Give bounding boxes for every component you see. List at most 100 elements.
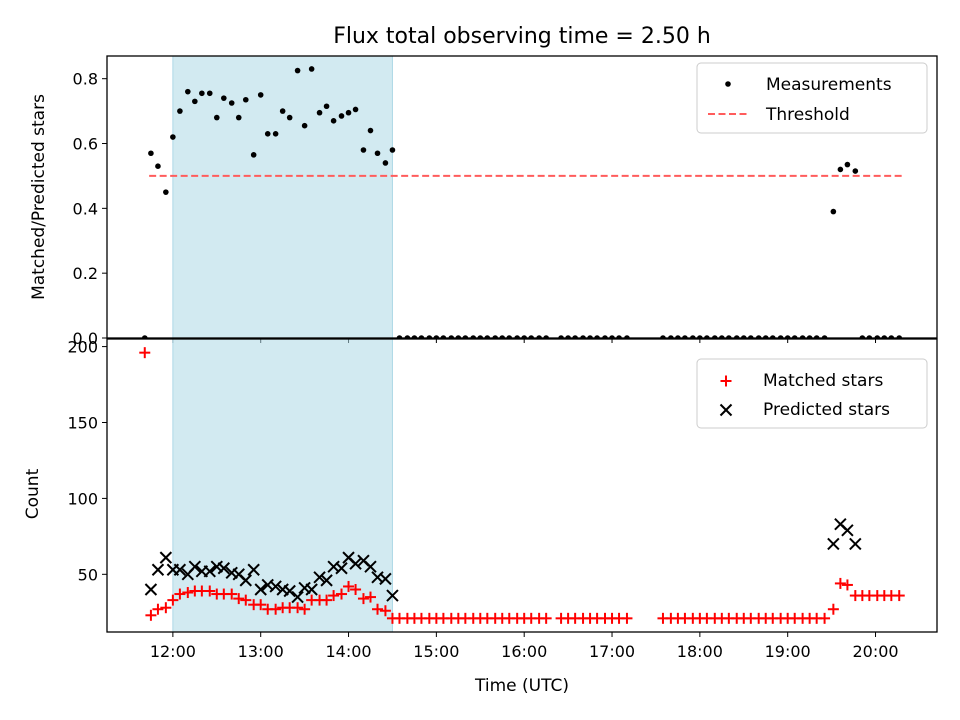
y-tick-label: 0.8 bbox=[73, 70, 98, 89]
predicted-star-point bbox=[335, 562, 348, 575]
measurement-point bbox=[668, 335, 674, 338]
count-legend-box bbox=[696, 358, 928, 429]
measurement-point bbox=[170, 134, 176, 140]
matched-star-point bbox=[540, 612, 552, 624]
measurement-point bbox=[257, 92, 264, 98]
measurement-point bbox=[813, 335, 820, 338]
matched-star-point bbox=[152, 603, 164, 615]
x-tick-label: 14:00 bbox=[325, 642, 371, 661]
measurement-point bbox=[616, 335, 622, 338]
measurement-point bbox=[660, 335, 666, 338]
measurement-point bbox=[330, 118, 337, 124]
measurement-point bbox=[279, 108, 286, 114]
predicted-star-point bbox=[827, 537, 840, 551]
measurement-point bbox=[859, 335, 866, 338]
ratio-axis-ticks: 0.0 0.2 0.4 0.6 0.8 bbox=[73, 70, 877, 348]
chart-title: Flux total observing time = 2.50 h bbox=[333, 24, 711, 49]
measurement-point bbox=[228, 100, 235, 106]
measurement-point bbox=[821, 335, 828, 338]
matched-star-point bbox=[255, 599, 267, 611]
measurement-point bbox=[367, 127, 374, 134]
legend-predicted-marker bbox=[719, 403, 733, 417]
matched-star-point bbox=[621, 612, 633, 624]
matched-star-point bbox=[893, 590, 905, 602]
matched-star-point bbox=[321, 594, 333, 606]
measurement-point bbox=[837, 166, 844, 173]
measurement-point bbox=[192, 98, 198, 105]
measurement-point bbox=[536, 335, 542, 338]
measurement-point bbox=[338, 113, 345, 119]
predicted-star-point bbox=[379, 572, 392, 586]
ratio-legend: Measurements Threshold bbox=[696, 62, 928, 134]
x-tick-label: 12:00 bbox=[150, 642, 196, 661]
predicted-star-point bbox=[254, 583, 267, 596]
matched-star-point bbox=[372, 603, 384, 615]
matched-star-point bbox=[167, 594, 179, 606]
measurement-point bbox=[587, 335, 593, 338]
y-tick-label: 0.2 bbox=[73, 264, 98, 283]
measurement-point bbox=[521, 335, 527, 338]
matched-star-point bbox=[204, 585, 216, 597]
measurement-point bbox=[777, 335, 784, 338]
matched-star-point bbox=[145, 609, 157, 621]
measurement-point bbox=[264, 130, 271, 137]
matched-star-point bbox=[336, 588, 348, 600]
measurement-point bbox=[697, 335, 703, 338]
matched-star-point bbox=[270, 603, 282, 615]
predicted-star-point bbox=[203, 565, 216, 578]
observing-window-span-bottom bbox=[172, 338, 393, 633]
matched-star-point bbox=[364, 591, 376, 603]
predicted-star-point bbox=[188, 560, 202, 573]
measurement-point bbox=[844, 161, 851, 168]
measurement-point bbox=[382, 160, 389, 166]
x-tick-label: 17:00 bbox=[589, 642, 635, 661]
predicted-star-point bbox=[841, 524, 854, 537]
measurement-point bbox=[506, 335, 513, 338]
measurement-point bbox=[163, 189, 169, 195]
y-tick-label: 200 bbox=[67, 338, 98, 357]
measurement-point bbox=[624, 335, 630, 338]
measurement-point bbox=[448, 335, 455, 338]
measurement-point bbox=[316, 109, 323, 116]
measurement-point bbox=[360, 147, 367, 153]
measurement-point bbox=[411, 335, 418, 338]
predicted-star-point bbox=[364, 560, 377, 573]
matched-star-point bbox=[299, 603, 311, 615]
measurement-point bbox=[572, 335, 578, 338]
measurement-point bbox=[740, 335, 747, 338]
measurement-point bbox=[747, 335, 754, 338]
count-axis-ticks: 50 100 150 200 12:00 13:00 14:00 15:00 16:00 17:0… bbox=[67, 338, 898, 661]
predicted-star-point bbox=[849, 537, 862, 551]
predicted-star-point bbox=[159, 551, 173, 564]
matched-star-point bbox=[841, 579, 853, 591]
measurement-point bbox=[206, 90, 213, 97]
measurement-point bbox=[704, 335, 710, 338]
count-legend: Matched stars Predicted stars bbox=[696, 358, 928, 429]
matched-star-point bbox=[160, 602, 172, 614]
predicted-star-point bbox=[313, 571, 326, 584]
x-tick-label: 18:00 bbox=[677, 642, 723, 661]
count-axes-frame bbox=[106, 338, 938, 633]
observing-window-span-top bbox=[172, 55, 393, 339]
measurement-point bbox=[470, 335, 477, 338]
matched-star-point bbox=[350, 583, 362, 595]
measurement-point bbox=[148, 150, 154, 157]
predicted-star-point bbox=[144, 583, 158, 596]
matched-star-point bbox=[233, 593, 245, 605]
y-tick-label: 0.6 bbox=[73, 135, 98, 154]
measurement-point bbox=[499, 335, 506, 338]
matched-star-point bbox=[328, 590, 340, 602]
predicted-star-point bbox=[305, 583, 318, 596]
measurement-point bbox=[418, 335, 425, 338]
y-tick-label: 50 bbox=[78, 565, 98, 584]
measurement-point bbox=[389, 147, 396, 153]
measurement-point bbox=[484, 335, 491, 338]
matched-star-point bbox=[357, 593, 369, 605]
count-y-axis-label: Count bbox=[23, 468, 43, 519]
y-tick-label: 100 bbox=[67, 489, 98, 508]
matched-star-point bbox=[827, 603, 839, 615]
measurement-point bbox=[888, 335, 895, 338]
matched-star-point bbox=[182, 587, 194, 599]
measurement-point bbox=[235, 114, 242, 121]
measurement-point bbox=[565, 335, 571, 338]
